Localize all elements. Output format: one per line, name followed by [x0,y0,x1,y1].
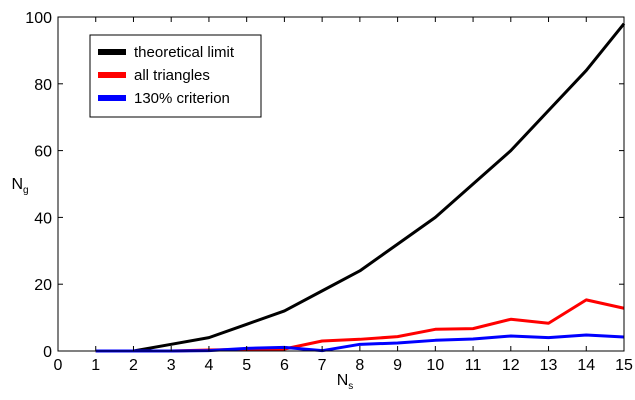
legend-label-130-criterion: 130% criterion [134,90,230,107]
x-axis-label-main: N [337,372,349,389]
x-tick-label: 15 [615,357,633,374]
plot-frame [57,16,625,352]
y-tick-label: 20 [34,277,52,294]
x-tick-label: 9 [393,357,402,374]
x-axis-label: Ns [337,372,354,392]
x-tick-label: 7 [318,357,327,374]
y-axis-label: Ng [11,176,28,196]
y-tick-label: 60 [34,144,52,161]
x-tick-label: 8 [355,357,364,374]
x-tick-label: 4 [204,357,213,374]
x-tick-label: 3 [167,357,176,374]
legend-label-theoretical-limit: theoretical limit [134,44,235,61]
legend-label-all-triangles: all triangles [134,67,210,84]
y-axis-label-main: N [11,176,23,193]
y-tick-label: 80 [34,77,52,94]
x-tick-label: 0 [54,357,63,374]
x-tick-label: 10 [426,357,444,374]
x-tick-label: 12 [502,357,520,374]
x-axis-label-sub: s [348,381,353,392]
y-tick-label: 100 [25,10,52,27]
series-line-theoretical-limit [95,22,626,353]
y-axis-label-sub: g [23,185,29,196]
x-tick-label: 11 [465,357,482,374]
y-tick-label: 40 [34,210,52,227]
legend: theoretical limit all triangles 130% crite… [89,34,262,118]
y-tick-label: 0 [43,344,52,361]
x-tick-label: 5 [242,357,251,374]
x-tick-label: 2 [129,357,138,374]
x-tick-label: 14 [577,357,595,374]
x-tick-label: 1 [91,357,100,374]
x-tick-label: 13 [540,357,558,374]
x-tick-label: 6 [280,357,289,374]
